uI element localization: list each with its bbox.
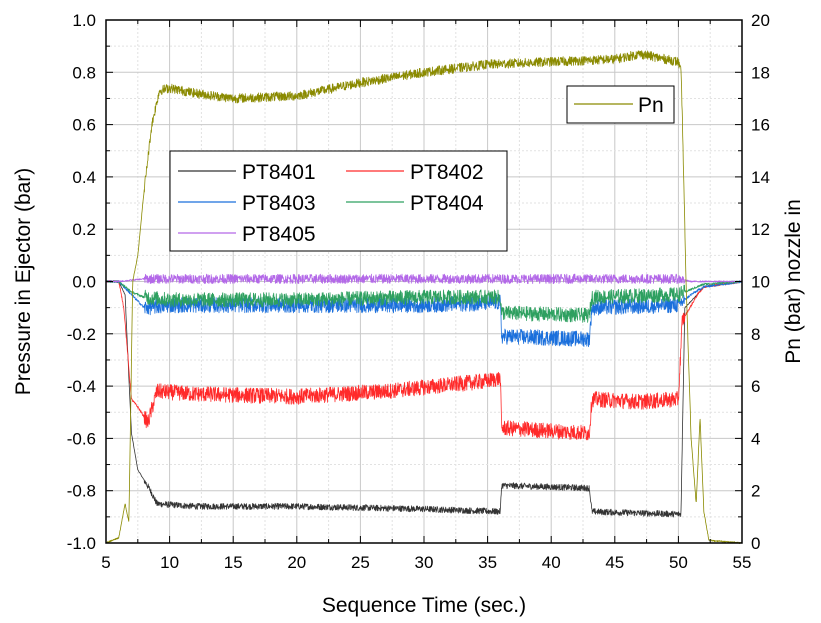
y-tick-label-left: -0.4 [67, 377, 96, 396]
legend-label-pt8401: PT8401 [242, 161, 316, 184]
y-tick-label-right: 0 [751, 534, 760, 553]
legend-label-pt8403: PT8403 [242, 192, 316, 215]
legend-main-box [169, 150, 508, 252]
y-tick-label-right: 10 [751, 273, 770, 292]
y-tick-label-left: 0.4 [72, 168, 96, 187]
x-tick-label: 5 [101, 553, 110, 572]
y-tick-label-left: 0.8 [72, 63, 96, 82]
x-axis-title: Sequence Time (sec.) [322, 594, 526, 617]
ticks [105, 19, 743, 544]
series-line-pn [105, 50, 743, 544]
x-tick-label: 30 [415, 553, 434, 572]
series-layer [105, 50, 743, 544]
tick-labels: 5 10 15 20 25 30 35 40 45 50 551.00.80.60.40.20.0-… [67, 11, 770, 572]
x-tick-label: 15 [224, 553, 243, 572]
y-axis-left-title: Pressure in Ejector (bar) [12, 168, 35, 396]
y-tick-label-right: 14 [751, 168, 770, 187]
y-tick-label-left: -0.8 [67, 482, 96, 501]
legend-label-pt8404: PT8404 [410, 192, 484, 215]
x-tick-label: 35 [478, 553, 497, 572]
legend-pn: Pn [566, 85, 675, 124]
series-line-pt8401 [105, 280, 743, 518]
y-tick-label-right: 12 [751, 220, 770, 239]
y-tick-label-left: -0.6 [67, 429, 96, 448]
y-tick-label-left: -1.0 [67, 534, 96, 553]
series-line-pt8403 [105, 280, 743, 348]
y-tick-label-left: 1.0 [72, 11, 96, 30]
series-line-pt8404 [105, 280, 743, 323]
y-tick-label-right: 18 [751, 63, 770, 82]
x-tick-label: 50 [669, 553, 688, 572]
x-tick-label: 20 [287, 553, 306, 572]
legend-label-pn: Pn [638, 94, 664, 117]
y-tick-label-left: 0.2 [72, 220, 96, 239]
y-tick-label-left: -0.2 [67, 325, 96, 344]
y-tick-label-left: 0.0 [72, 273, 96, 292]
y-tick-label-right: 2 [751, 482, 760, 501]
x-tick-label: 10 [160, 553, 179, 572]
y-tick-label-right: 16 [751, 116, 770, 135]
y-tick-label-right: 4 [751, 429, 760, 448]
x-tick-label: 25 [351, 553, 370, 572]
y-tick-label-right: 20 [751, 11, 770, 30]
series-line-pt8402 [105, 280, 743, 441]
y-tick-label-left: 0.6 [72, 116, 96, 135]
legend-label-pt8405: PT8405 [242, 223, 316, 246]
legend-main: PT8401 PT8402 PT8403 PT8404 PT8405 [169, 150, 508, 252]
legend-label-pt8402: PT8402 [410, 161, 484, 184]
x-tick-label: 55 [733, 553, 752, 572]
y-tick-label-right: 6 [751, 377, 760, 396]
x-tick-label: 45 [605, 553, 624, 572]
series-line-pt8405 [105, 273, 743, 284]
y-tick-label-right: 8 [751, 325, 760, 344]
y-axis-right-title: Pn (bar) nozzle in [782, 199, 805, 364]
x-tick-label: 40 [542, 553, 561, 572]
